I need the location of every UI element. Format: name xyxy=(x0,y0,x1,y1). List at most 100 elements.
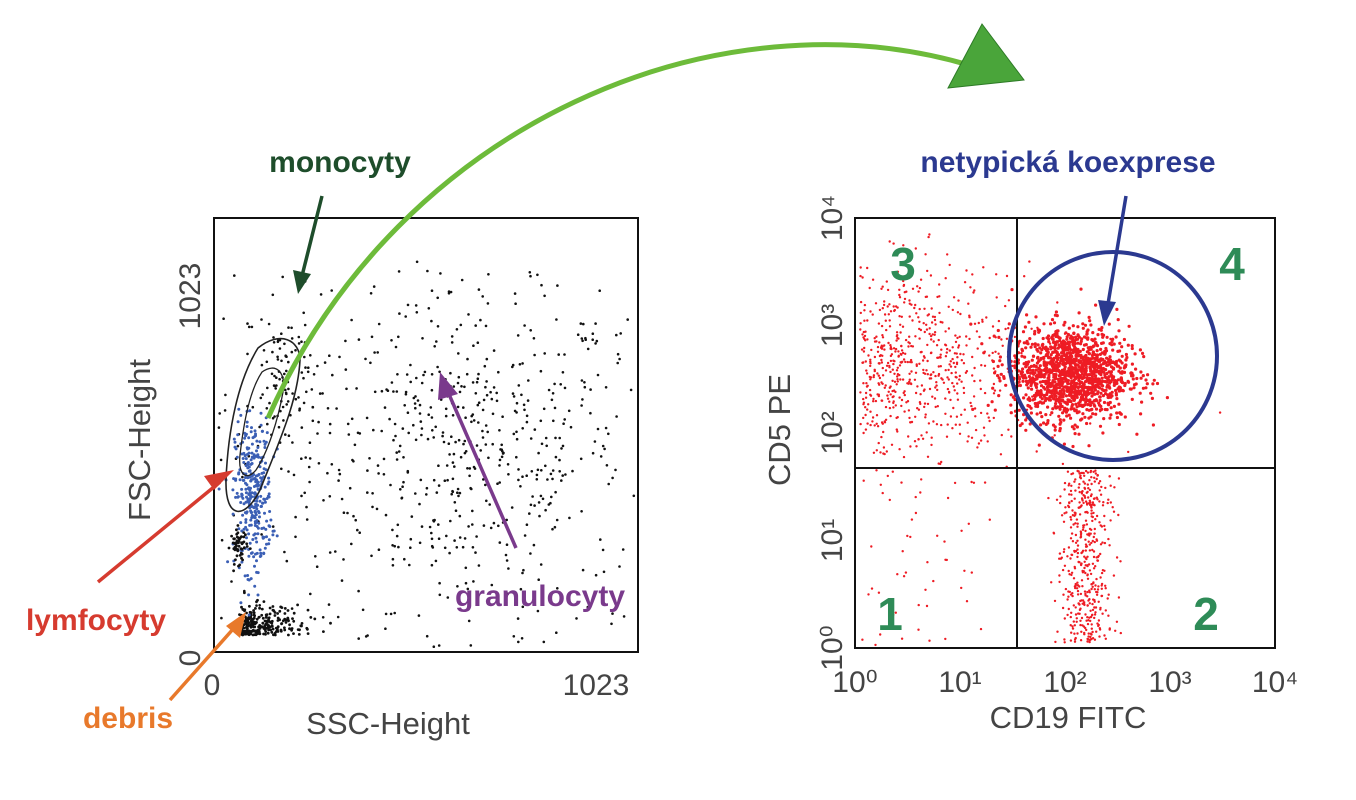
scatter-point xyxy=(241,496,245,500)
scatter-point xyxy=(1020,422,1024,426)
scatter-point xyxy=(607,432,610,436)
scatter-point xyxy=(273,614,277,617)
scatter-point xyxy=(1058,395,1063,399)
scatter-point xyxy=(1072,331,1076,336)
scatter-point xyxy=(875,422,878,425)
scatter-point xyxy=(1101,394,1105,398)
scatter-point xyxy=(260,477,264,481)
scatter-point xyxy=(428,525,432,529)
scatter-point xyxy=(872,400,875,403)
scatter-point xyxy=(263,442,267,446)
scatter-point xyxy=(1082,392,1087,396)
scatter-point xyxy=(334,550,337,553)
scatter-point xyxy=(1074,489,1077,492)
scatter-point xyxy=(230,580,233,583)
scatter-point xyxy=(896,270,900,273)
scatter-point xyxy=(551,477,554,481)
scatter-point xyxy=(469,486,472,490)
scatter-point xyxy=(893,372,896,375)
scatter-point xyxy=(1022,275,1026,278)
scatter-point xyxy=(498,481,502,484)
scatter-point xyxy=(525,414,529,418)
scatter-point xyxy=(261,616,265,620)
scatter-point xyxy=(1053,434,1056,437)
scatter-point xyxy=(1084,626,1087,630)
scatter-point xyxy=(384,513,388,517)
scatter-point xyxy=(888,319,891,322)
scatter-point xyxy=(498,541,502,544)
scatter-point xyxy=(1009,411,1013,415)
scatter-point xyxy=(272,341,276,344)
scatter-point xyxy=(1124,358,1128,362)
scatter-point xyxy=(1095,514,1099,518)
scatter-point xyxy=(255,499,259,503)
scatter-point xyxy=(983,350,986,353)
scatter-point xyxy=(554,455,558,459)
scatter-point xyxy=(357,338,361,341)
scatter-point xyxy=(1100,485,1103,489)
scatter-point xyxy=(1088,479,1091,482)
scatter-point xyxy=(1020,374,1024,378)
scatter-point xyxy=(1062,323,1066,327)
scatter-point xyxy=(490,397,494,401)
scatter-point xyxy=(276,619,280,622)
scatter-point xyxy=(871,420,874,423)
scatter-point xyxy=(328,495,332,498)
scatter-point xyxy=(479,318,482,322)
scatter-point xyxy=(911,287,915,290)
scatter-point xyxy=(1059,501,1062,505)
scatter-point xyxy=(240,605,243,609)
scatter-point xyxy=(418,541,422,545)
scatter-point xyxy=(1057,364,1061,368)
scatter-point xyxy=(249,510,253,514)
scatter-point xyxy=(1093,588,1097,591)
scatter-point xyxy=(1077,602,1081,605)
scatter-point xyxy=(962,353,965,356)
scatter-point xyxy=(294,397,298,401)
scatter-point xyxy=(245,425,249,428)
scatter-point xyxy=(915,363,918,366)
scatter-point xyxy=(902,244,905,247)
scatter-point xyxy=(286,400,290,403)
scatter-point xyxy=(1107,322,1111,326)
scatter-point xyxy=(283,342,286,346)
scatter-point xyxy=(1074,533,1078,537)
scatter-point xyxy=(1081,585,1084,588)
scatter-point xyxy=(1081,365,1085,369)
scatter-point xyxy=(430,373,434,376)
scatter-point xyxy=(1081,624,1084,627)
scatter-point xyxy=(1081,412,1085,416)
scatter-point xyxy=(1094,565,1097,568)
scatter-point xyxy=(1082,526,1085,529)
scatter-point xyxy=(1102,501,1105,504)
scatter-point xyxy=(917,438,920,441)
scatter-point xyxy=(285,369,288,373)
scatter-point xyxy=(253,429,257,433)
scatter-point xyxy=(1094,412,1098,416)
scatter-point xyxy=(882,430,885,434)
scatter-point xyxy=(1046,388,1050,392)
scatter-point xyxy=(1092,550,1096,553)
scatter-point xyxy=(425,493,428,496)
scatter-point xyxy=(561,371,565,374)
scatter-point xyxy=(397,270,401,273)
scatter-point xyxy=(884,369,888,372)
scatter-point xyxy=(1041,346,1045,350)
scatter-point xyxy=(871,313,874,316)
scatter-point xyxy=(1086,483,1090,486)
scatter-point xyxy=(933,397,937,400)
scatter-point xyxy=(492,349,496,352)
scatter-point xyxy=(1091,608,1095,612)
scatter-point xyxy=(1131,373,1135,378)
scatter-point xyxy=(1090,627,1094,630)
scatter-point xyxy=(977,442,981,445)
scatter-point xyxy=(1063,341,1067,346)
scatter-point xyxy=(466,357,469,361)
scatter-point xyxy=(869,364,872,368)
scatter-point xyxy=(1033,395,1037,399)
scatter-point xyxy=(1112,342,1116,346)
scatter-point xyxy=(1040,343,1044,347)
scatter-point xyxy=(619,332,622,335)
scatter-point xyxy=(886,397,890,400)
scatter-point xyxy=(1060,342,1064,347)
